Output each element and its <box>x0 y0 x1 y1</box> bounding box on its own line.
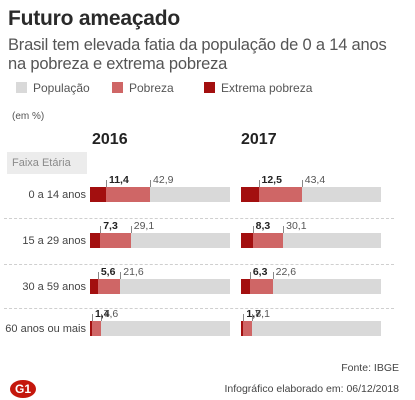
tick-pobreza-2017-15-a-29-anos <box>283 226 285 233</box>
legend-label-extrema-pobreza: Extrema pobreza <box>221 81 313 95</box>
data-label-extrema-pobreza-2016-60-anos-ou-mais: 1,4 <box>94 308 110 320</box>
data-label-pobreza-2017-15-a-29-anos: 30,1 <box>286 220 307 232</box>
row-separator <box>4 308 394 309</box>
chart-subtitle: Brasil tem elevada fatia da população de… <box>8 36 387 73</box>
data-label-extrema-pobreza-2016-15-a-29-anos: 7,3 <box>103 220 118 232</box>
category-header: Faixa Etária <box>7 152 87 174</box>
tick-pobreza-2016-15-a-29-anos <box>130 226 132 233</box>
bar-populacao-2017-60-anos-ou-mais <box>241 321 381 336</box>
bar-extrema-pobreza-2016-0-a-14-anos <box>90 187 106 202</box>
bar-extrema-pobreza-2016-60-anos-ou-mais <box>90 321 92 336</box>
bar-pobreza-2016-60-anos-ou-mais <box>90 321 101 336</box>
bar-extrema-pobreza-2017-60-anos-ou-mais <box>241 321 244 336</box>
tick-extrema-pobreza-2016-60-anos-ou-mais <box>91 314 93 321</box>
bar-extrema-pobreza-2017-15-a-29-anos <box>241 233 253 248</box>
bar-extrema-pobreza-2017-0-a-14-anos <box>241 187 259 202</box>
bar-populacao-2016-30-a-59-anos <box>90 279 230 294</box>
data-label-extrema-pobreza-2017-0-a-14-anos: 12,5 <box>261 174 282 186</box>
tick-extrema-pobreza-2016-30-a-59-anos <box>97 272 99 279</box>
data-label-pobreza-2017-60-anos-ou-mais: 8,1 <box>255 308 270 320</box>
tick-extrema-pobreza-2017-15-a-29-anos <box>252 226 254 233</box>
data-label-extrema-pobreza-2017-60-anos-ou-mais: 1,7 <box>246 308 261 320</box>
tick-pobreza-2016-0-a-14-anos <box>150 180 152 187</box>
bar-extrema-pobreza-2017-30-a-59-anos <box>241 279 250 294</box>
legend-swatch-populacao <box>16 82 27 93</box>
legend-item-populacao: População <box>16 81 90 95</box>
bar-extrema-pobreza-2016-15-a-29-anos <box>90 233 101 248</box>
tick-extrema-pobreza-2017-30-a-59-anos <box>249 272 251 279</box>
tick-extrema-pobreza-2016-0-a-14-anos <box>105 180 107 187</box>
legend-swatch-extrema-pobreza <box>204 82 215 93</box>
legend-item-pobreza: Pobreza <box>112 81 174 95</box>
legend-label-populacao: População <box>33 81 90 95</box>
tick-pobreza-2017-30-a-59-anos <box>272 272 274 279</box>
tick-pobreza-2017-60-anos-ou-mais <box>252 314 254 321</box>
category-label-15-a-29-anos: 15 a 29 anos <box>22 235 86 247</box>
bar-extrema-pobreza-2016-30-a-59-anos <box>90 279 98 294</box>
tick-pobreza-2017-0-a-14-anos <box>301 180 303 187</box>
row-separator <box>4 264 394 265</box>
tick-extrema-pobreza-2017-60-anos-ou-mais <box>243 314 245 321</box>
data-label-extrema-pobreza-2016-30-a-59-anos: 5,6 <box>100 266 116 278</box>
data-label-pobreza-2017-30-a-59-anos: 22,6 <box>275 266 297 278</box>
data-label-extrema-pobreza-2017-30-a-59-anos: 6,3 <box>252 266 268 278</box>
tick-pobreza-2016-60-anos-ou-mais <box>100 314 102 321</box>
data-label-pobreza-2016-30-a-59-anos: 21,6 <box>123 266 144 278</box>
data-label-extrema-pobreza-2017-15-a-29-anos: 8,3 <box>255 220 271 232</box>
data-label-pobreza-2016-60-anos-ou-mais: 7,6 <box>103 308 119 320</box>
g1-logo: G1 <box>10 380 36 398</box>
legend-item-extrema-pobreza: Extrema pobreza <box>204 81 312 95</box>
legend-label-pobreza: Pobreza <box>129 81 174 95</box>
data-label-pobreza-2016-15-a-29-anos: 29,1 <box>133 220 155 232</box>
data-label-pobreza-2016-0-a-14-anos: 42,9 <box>153 174 174 186</box>
panel-title-2017: 2017 <box>241 131 277 148</box>
tick-pobreza-2016-30-a-59-anos <box>120 272 122 279</box>
data-label-pobreza-2017-0-a-14-anos: 43,4 <box>304 174 326 186</box>
row-separator <box>4 218 394 219</box>
bar-populacao-2016-60-anos-ou-mais <box>90 321 230 336</box>
unit-label: (em %) <box>12 111 45 122</box>
tick-extrema-pobreza-2016-15-a-29-anos <box>100 226 102 233</box>
data-label-extrema-pobreza-2016-0-a-14-anos: 11,4 <box>108 174 129 186</box>
category-label-60-anos-ou-mais: 60 anos ou mais <box>5 323 86 335</box>
tick-extrema-pobreza-2017-0-a-14-anos <box>258 180 260 187</box>
credit-note: Infográfico elaborado em: 06/12/2018 <box>224 383 399 395</box>
chart-title: Futuro ameaçado <box>8 7 181 30</box>
source-note: Fonte: IBGE <box>341 362 399 374</box>
category-label-0-a-14-anos: 0 a 14 anos <box>28 189 87 201</box>
bar-populacao-2017-30-a-59-anos <box>241 279 381 294</box>
legend-swatch-pobreza <box>112 82 123 93</box>
bar-pobreza-2017-60-anos-ou-mais <box>241 321 253 336</box>
category-label-30-a-59-anos: 30 a 59 anos <box>22 281 86 293</box>
panel-title-2016: 2016 <box>92 131 128 148</box>
